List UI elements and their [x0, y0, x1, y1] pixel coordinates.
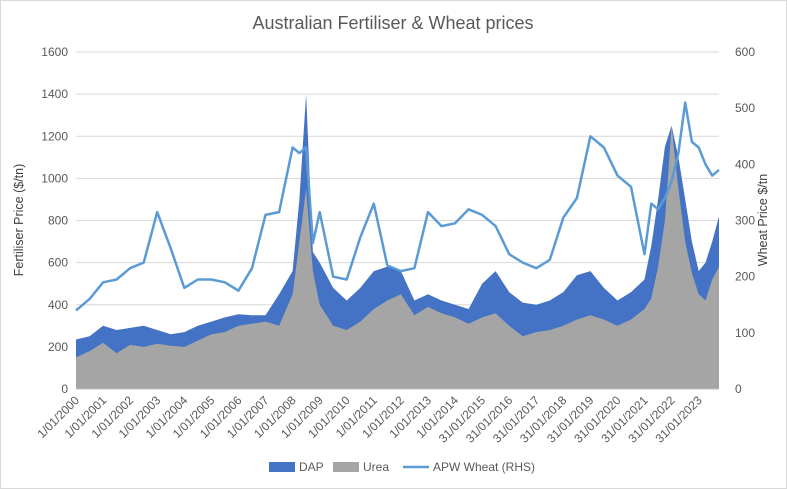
legend-label: Urea — [363, 460, 389, 474]
y-tick-label-left: 400 — [48, 298, 68, 312]
legend-swatch-dap — [269, 462, 295, 472]
line-series-apw-wheat — [75, 101, 720, 312]
y-tick-label-left: 600 — [48, 256, 68, 270]
plot-area — [76, 94, 719, 389]
legend-label: APW Wheat (RHS) — [433, 460, 535, 474]
y-tick-label-left: 1000 — [41, 171, 68, 185]
legend-swatch-urea — [333, 462, 359, 472]
y-tick-label-right: 200 — [735, 270, 755, 284]
line-layer — [75, 101, 720, 390]
y-tick-label-right: 300 — [735, 214, 755, 228]
y-tick-label-right: 500 — [735, 101, 755, 115]
legend-label: DAP — [299, 460, 324, 474]
y-tick-label-left: 200 — [48, 340, 68, 354]
area-series-dap — [76, 94, 719, 389]
chart-title: Australian Fertiliser & Wheat prices — [252, 13, 533, 33]
area-series-urea — [76, 125, 719, 389]
y-axis-label-right: Wheat Price $/tn — [756, 174, 770, 266]
y-tick-label-left: 800 — [48, 214, 68, 228]
left-axis: 0 200 400 600 800 1000 1200 1400 1600 — [41, 45, 68, 396]
y-tick-label-right: 0 — [735, 382, 742, 396]
y-tick-label-left: 1400 — [41, 87, 68, 101]
right-axis: 0 100 200 300 400 500 600 — [735, 45, 755, 396]
y-tick-label-left: 0 — [61, 382, 68, 396]
y-tick-label-right: 600 — [735, 45, 755, 59]
y-tick-label-left: 1600 — [41, 45, 68, 59]
y-tick-label-right: 400 — [735, 157, 755, 171]
y-axis-label-left: Fertiliser Price ($/tn) — [12, 164, 26, 277]
legend: DAP Urea APW Wheat (RHS) — [269, 460, 535, 474]
y-tick-label-left: 1200 — [41, 129, 68, 143]
x-axis: 1/01/20001/01/20011/01/20021/01/20031/01… — [34, 393, 705, 446]
y-tick-label-right: 100 — [735, 326, 755, 340]
